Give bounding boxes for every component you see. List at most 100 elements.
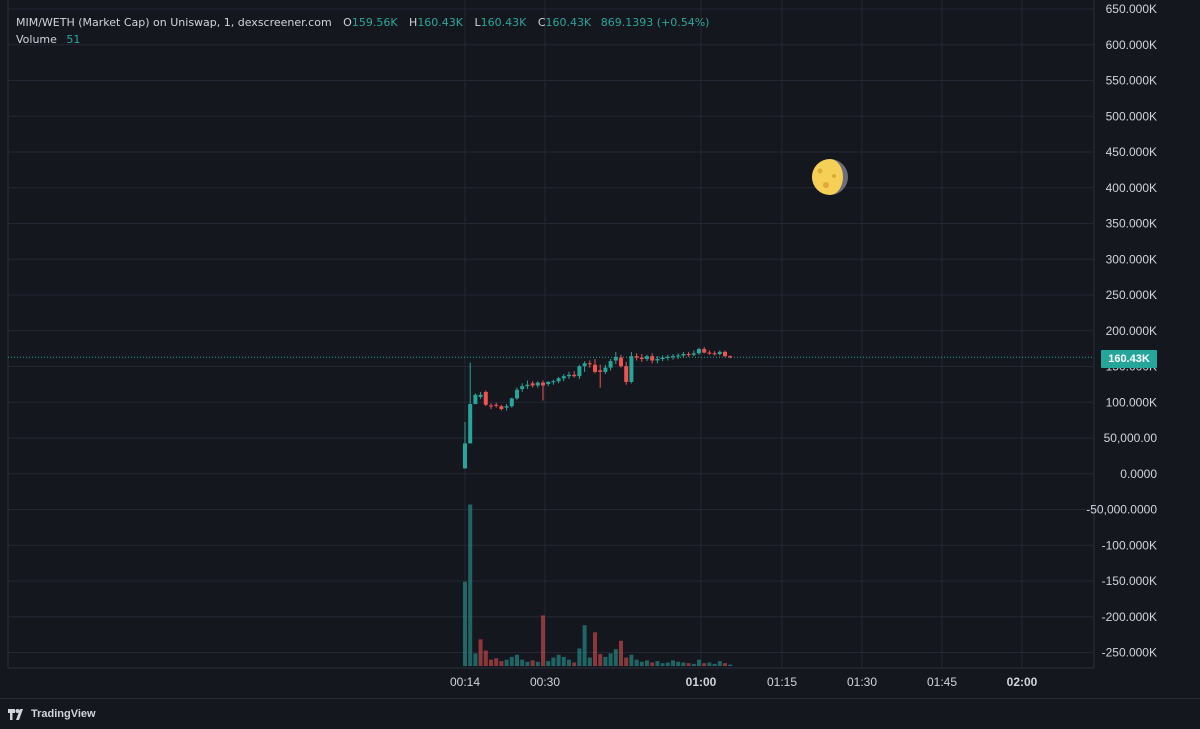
- volume-bar: [697, 659, 701, 666]
- volume-bar: [593, 632, 597, 666]
- volume-bar: [587, 657, 592, 666]
- price-axis-label: 350.000K: [1106, 217, 1157, 231]
- candle-body: [494, 404, 499, 406]
- time-axis-label: 01:00: [686, 675, 717, 689]
- volume-bar: [556, 654, 561, 666]
- tradingview-brand: TradingView: [31, 708, 96, 720]
- price-axis-label: 250.000K: [1106, 288, 1157, 302]
- candle-body: [639, 357, 644, 360]
- candle-body: [509, 398, 514, 407]
- volume-bar: [561, 656, 566, 666]
- volume-bar: [546, 661, 551, 666]
- candle-body: [655, 359, 660, 361]
- candle-body: [561, 376, 566, 379]
- candle-body: [582, 363, 587, 367]
- volume-bar: [619, 640, 623, 666]
- candle-body: [629, 356, 634, 382]
- price-axis-label: 450.000K: [1106, 145, 1157, 159]
- volume-bar: [478, 639, 483, 666]
- price-axis-label: 100.000K: [1106, 395, 1157, 409]
- price-chart[interactable]: 650.000K 600.000K 550.000K 500.000K 450.000K…: [0, 0, 1200, 698]
- candle-body: [546, 381, 551, 385]
- volume-bar: [499, 661, 504, 666]
- volume-bar: [655, 661, 660, 666]
- candle-body: [717, 351, 722, 355]
- volume-bar: [702, 663, 707, 666]
- volume-bar: [707, 662, 712, 666]
- volume-bar: [681, 662, 686, 666]
- candle-body: [686, 354, 691, 356]
- candle-body: [619, 357, 623, 367]
- last-price-tag: 160.43K: [1101, 350, 1157, 368]
- candle-body: [660, 357, 665, 360]
- candle-body: [478, 394, 483, 397]
- legend-open-value: 159.56K: [351, 16, 398, 29]
- candle-body: [504, 406, 509, 408]
- legend-volume-label: Volume: [16, 33, 57, 46]
- volume-bar: [691, 663, 696, 666]
- volume-bar: [639, 661, 644, 666]
- candle-body: [551, 381, 556, 383]
- price-axis-label: 50,000.00: [1104, 431, 1158, 445]
- volume-bar: [520, 659, 525, 666]
- candle-body: [530, 383, 535, 386]
- candle-body: [499, 406, 504, 410]
- waxing-gibbous-moon-icon: [812, 159, 848, 195]
- candle-body: [728, 356, 733, 358]
- legend-open-label: O: [343, 16, 352, 29]
- volume-bar: [598, 654, 603, 666]
- candle-body: [665, 356, 670, 358]
- candle-body: [608, 361, 613, 368]
- price-axis-label: 650.000K: [1106, 2, 1157, 16]
- price-axis-label: -50,000.0000: [1086, 503, 1157, 517]
- candle-body: [671, 356, 675, 358]
- price-axis-label: 600.000K: [1106, 38, 1157, 52]
- candle-body: [593, 364, 597, 372]
- price-axis-label: 400.000K: [1106, 181, 1157, 195]
- volume-bar: [530, 660, 535, 666]
- volume-bar: [634, 659, 639, 666]
- volume-bar: [660, 663, 665, 666]
- legend-high-label: H: [409, 16, 418, 29]
- candle-body: [525, 384, 530, 387]
- candle-body: [556, 378, 561, 382]
- candle-body: [567, 374, 571, 377]
- time-axis-label: 01:45: [927, 675, 957, 689]
- tradingview-logo-icon: [8, 708, 23, 720]
- candle-body: [624, 366, 629, 382]
- price-axis-label: -100.000K: [1102, 538, 1157, 552]
- volume-bar: [535, 661, 540, 666]
- candle-body: [676, 355, 681, 357]
- price-axis-label: -250.000K: [1102, 646, 1157, 660]
- legend-high-value: 160.43K: [417, 16, 464, 29]
- volume-bar: [567, 659, 571, 666]
- candle-body: [697, 349, 701, 354]
- candle-body: [489, 405, 493, 407]
- volume-bar: [525, 661, 530, 666]
- volume-bar: [473, 653, 478, 666]
- price-axis-label: -150.000K: [1102, 574, 1157, 588]
- candle-body: [520, 386, 525, 390]
- candle-body: [515, 389, 519, 399]
- candle-body: [587, 363, 592, 365]
- volume-bar: [468, 504, 473, 666]
- legend-low-value: 160.43K: [480, 16, 527, 29]
- volume-bar: [463, 581, 467, 666]
- chart-legend: MIM/WETH (Market Cap) on Uniswap, 1, dex…: [16, 14, 709, 48]
- candle-body: [645, 356, 649, 360]
- legend-close-value: 160.43K: [545, 16, 592, 29]
- volume-bar: [717, 661, 722, 666]
- volume-bar: [671, 660, 675, 666]
- legend-title: MIM/WETH (Market Cap) on Uniswap, 1, dex…: [16, 16, 332, 29]
- volume-bar: [494, 658, 499, 666]
- volume-bar: [551, 657, 556, 666]
- candle-body: [650, 356, 655, 361]
- volume-bar: [686, 663, 691, 666]
- candle-body: [634, 356, 639, 358]
- legend-change: 869.1393 (+0.54%): [600, 16, 710, 29]
- volume-bar: [541, 615, 545, 666]
- tradingview-logo[interactable]: TradingView: [8, 707, 96, 721]
- price-axis-label: 550.000K: [1106, 74, 1157, 88]
- volume-bar: [572, 662, 577, 666]
- footer-bar: TradingView: [0, 698, 1200, 729]
